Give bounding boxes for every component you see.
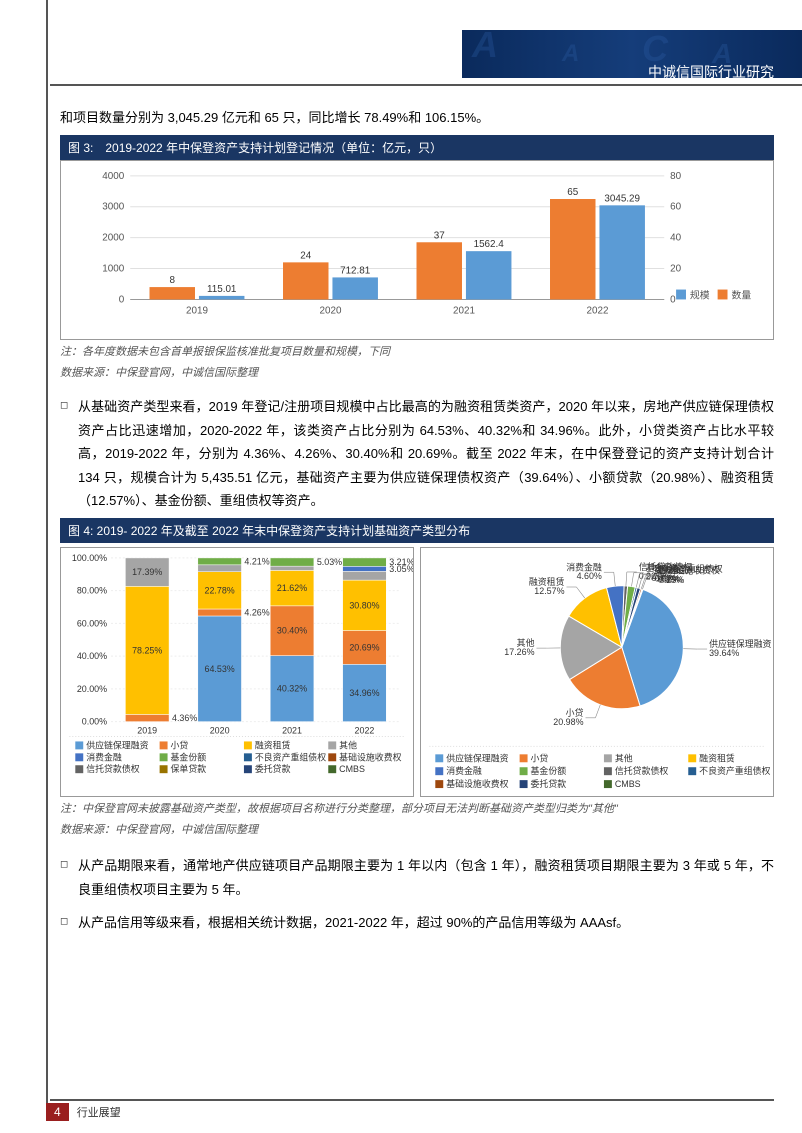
svg-text:1000: 1000 bbox=[102, 264, 124, 275]
svg-text:基础设施收费权: 基础设施收费权 bbox=[339, 752, 401, 763]
svg-text:2020: 2020 bbox=[210, 726, 230, 736]
assets-paragraph: 从基础资产类型来看，2019 年登记/注册项目规模中占比最高的为融资租赁类资产，… bbox=[60, 395, 774, 512]
svg-text:融资租赁: 融资租赁 bbox=[255, 740, 291, 751]
svg-text:80: 80 bbox=[670, 171, 681, 182]
svg-text:20.69%: 20.69% bbox=[349, 643, 379, 653]
svg-text:0.00%: 0.00% bbox=[82, 717, 107, 727]
svg-text:17.26%: 17.26% bbox=[504, 647, 534, 657]
svg-text:CMBS: CMBS bbox=[339, 765, 365, 775]
svg-text:基金份额: 基金份额 bbox=[171, 752, 207, 763]
svg-text:80.00%: 80.00% bbox=[77, 586, 107, 596]
svg-text:4.21%: 4.21% bbox=[244, 557, 269, 567]
svg-text:5.03%: 5.03% bbox=[317, 557, 342, 567]
svg-text:4.60%: 4.60% bbox=[577, 572, 602, 582]
svg-text:小贷: 小贷 bbox=[531, 753, 549, 764]
svg-text:2022: 2022 bbox=[586, 306, 608, 317]
svg-text:信托贷款债权: 信托贷款债权 bbox=[86, 764, 140, 775]
figure4-note2: 数据来源：中保登官网，中诚信国际整理 bbox=[60, 822, 774, 839]
svg-text:100.00%: 100.00% bbox=[72, 553, 107, 563]
svg-text:2019: 2019 bbox=[137, 726, 157, 736]
svg-text:60: 60 bbox=[670, 202, 681, 213]
svg-text:信托贷款债权: 信托贷款债权 bbox=[615, 766, 669, 777]
figure3-chart: 0 1000 2000 3000 4000 0 20 40 60 80 8 115.01 2019 24 7… bbox=[60, 160, 774, 340]
svg-text:4000: 4000 bbox=[102, 171, 124, 182]
svg-text:2021: 2021 bbox=[453, 306, 475, 317]
svg-text:20: 20 bbox=[670, 264, 681, 275]
page-number: 4 bbox=[46, 1103, 69, 1121]
svg-text:40.32%: 40.32% bbox=[277, 684, 307, 694]
svg-text:712.81: 712.81 bbox=[340, 266, 371, 277]
svg-text:2019: 2019 bbox=[186, 306, 208, 317]
svg-text:78.25%: 78.25% bbox=[132, 646, 162, 656]
svg-text:40: 40 bbox=[670, 233, 681, 244]
figure4-stacked-chart: 0.00% 20.00% 40.00% 60.00% 80.00% 100.00% 4.36… bbox=[60, 547, 414, 797]
footer-section: 行业展望 bbox=[77, 1104, 121, 1120]
footer-separator bbox=[50, 1099, 774, 1101]
figure4-title: 图 4: 2019- 2022 年及截至 2022 年末中保登资产支持计划基础资… bbox=[60, 518, 774, 543]
svg-text:0: 0 bbox=[119, 295, 125, 306]
svg-text:0: 0 bbox=[670, 295, 676, 306]
header-org-title: 中诚信国际行业研究 bbox=[648, 62, 774, 82]
svg-text:0.25%: 0.25% bbox=[659, 575, 684, 585]
svg-text:22.78%: 22.78% bbox=[205, 586, 235, 596]
svg-text:2022: 2022 bbox=[355, 726, 375, 736]
svg-text:基金份额: 基金份额 bbox=[531, 766, 567, 777]
svg-text:消费金融: 消费金融 bbox=[446, 766, 482, 777]
svg-text:20.00%: 20.00% bbox=[77, 684, 107, 694]
svg-text:1562.4: 1562.4 bbox=[474, 240, 505, 251]
svg-text:60.00%: 60.00% bbox=[77, 619, 107, 629]
left-border-line bbox=[46, 0, 48, 1113]
svg-text:小贷: 小贷 bbox=[171, 740, 189, 751]
svg-text:规模: 规模 bbox=[690, 289, 710, 302]
header-separator bbox=[50, 84, 802, 86]
svg-text:2021: 2021 bbox=[282, 726, 302, 736]
svg-text:24: 24 bbox=[300, 251, 311, 262]
svg-text:2000: 2000 bbox=[102, 233, 124, 244]
figure3-title: 图 3: 2019-2022 年中保登资产支持计划登记情况（单位：亿元，只） bbox=[60, 135, 774, 160]
svg-text:其他: 其他 bbox=[339, 740, 357, 751]
svg-text:保单贷款: 保单贷款 bbox=[171, 764, 207, 775]
svg-text:30.80%: 30.80% bbox=[349, 601, 379, 611]
figure3-note2: 数据来源：中保登官网，中诚信国际整理 bbox=[60, 365, 774, 382]
svg-text:数量: 数量 bbox=[731, 289, 751, 302]
svg-text:34.96%: 34.96% bbox=[349, 688, 379, 698]
page-footer: 4 行业展望 bbox=[46, 1103, 121, 1121]
svg-text:2020: 2020 bbox=[319, 306, 341, 317]
svg-text:30.40%: 30.40% bbox=[277, 626, 307, 636]
svg-text:37: 37 bbox=[434, 231, 445, 242]
svg-text:基础设施收费权: 基础设施收费权 bbox=[446, 778, 508, 789]
svg-text:不良资产重组债权: 不良资产重组债权 bbox=[699, 766, 770, 777]
svg-text:8: 8 bbox=[170, 276, 176, 287]
svg-text:消费金融: 消费金融 bbox=[86, 752, 122, 763]
svg-text:3045.29: 3045.29 bbox=[604, 194, 640, 205]
svg-text:20.98%: 20.98% bbox=[553, 717, 583, 727]
figure4-note1: 注：中保登官网未披露基础资产类型，故根据项目名称进行分类整理，部分项目无法判断基… bbox=[60, 801, 774, 818]
svg-text:64.53%: 64.53% bbox=[205, 664, 235, 674]
svg-text:供应链保理融资: 供应链保理融资 bbox=[86, 740, 148, 751]
svg-text:115.01: 115.01 bbox=[207, 284, 237, 295]
svg-text:17.39%: 17.39% bbox=[132, 567, 162, 577]
svg-text:4.36%: 4.36% bbox=[172, 713, 197, 723]
intro-paragraph: 和项目数量分别为 3,045.29 亿元和 65 只，同比增长 78.49%和 … bbox=[60, 106, 774, 129]
svg-text:3.21%: 3.21% bbox=[389, 557, 413, 567]
svg-text:4.26%: 4.26% bbox=[244, 608, 269, 618]
svg-text:40.00%: 40.00% bbox=[77, 651, 107, 661]
svg-text:39.64%: 39.64% bbox=[709, 648, 739, 658]
term-paragraph: 从产品期限来看，通常地产供应链项目产品期限主要为 1 年以内（包含 1 年），融… bbox=[60, 854, 774, 901]
svg-text:CMBS: CMBS bbox=[615, 779, 641, 789]
svg-text:委托贷款: 委托贷款 bbox=[255, 764, 291, 775]
figure4-pie-chart: 供应链保理融资 39.64% 小贷 20.98% 其他 17.26% 融资租赁 12.57% 消… bbox=[420, 547, 774, 797]
svg-text:其他: 其他 bbox=[615, 753, 633, 764]
svg-text:65: 65 bbox=[567, 187, 578, 198]
svg-text:融资租赁: 融资租赁 bbox=[699, 753, 735, 764]
svg-text:委托贷款: 委托贷款 bbox=[531, 778, 567, 789]
svg-text:3000: 3000 bbox=[102, 202, 124, 213]
figure3-note1: 注：各年度数据未包含首单报银保监核准批复项目数量和规模，下同 bbox=[60, 344, 774, 361]
rating-paragraph: 从产品信用等级来看，根据相关统计数据，2021-2022 年，超过 90%的产品… bbox=[60, 911, 774, 934]
svg-text:12.57%: 12.57% bbox=[534, 586, 564, 596]
svg-text:21.62%: 21.62% bbox=[277, 583, 307, 593]
svg-text:不良资产重组债权: 不良资产重组债权 bbox=[255, 752, 326, 763]
svg-text:供应链保理融资: 供应链保理融资 bbox=[446, 753, 508, 764]
